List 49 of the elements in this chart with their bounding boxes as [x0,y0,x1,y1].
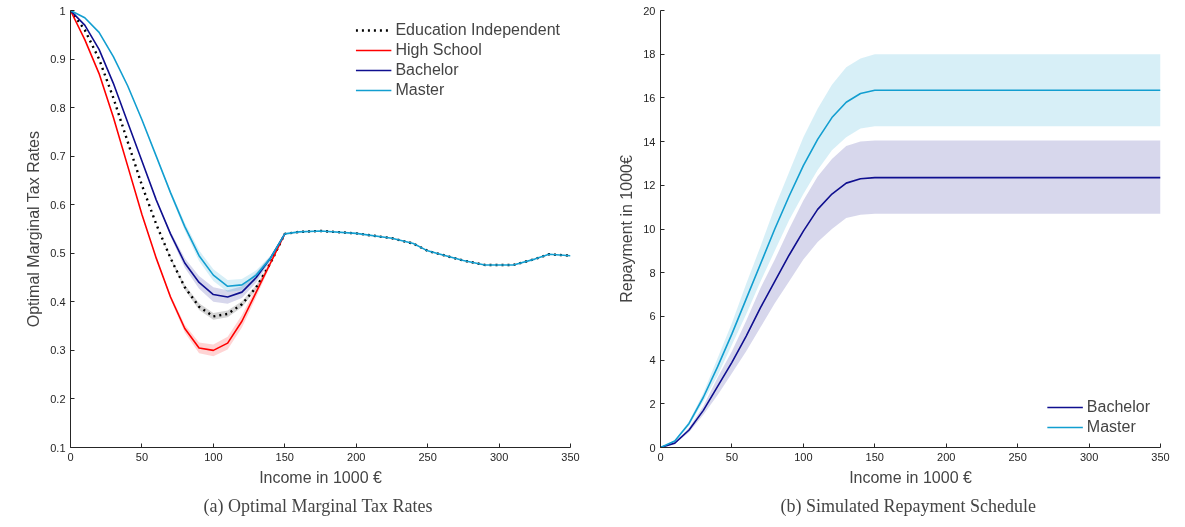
y-tick-label: 4 [649,354,656,367]
legend-label: Master [395,81,445,99]
y-tick-label: 0.8 [50,101,66,114]
x-tick-label: 0 [67,450,74,463]
x-tick-label: 100 [794,450,813,463]
y-tick-label: 2 [649,397,656,410]
x-tick-label: 200 [937,450,956,463]
y-tick-label: 0.9 [50,53,66,66]
y-tick-label: 16 [643,91,656,104]
x-axis-title: Income in 1000 € [849,468,972,486]
x-tick-label: 150 [275,450,294,463]
y-tick-label: 0.5 [50,247,66,260]
x-tick-label: 250 [1008,450,1027,463]
y-tick-label: 14 [643,135,656,148]
legend-label: Bachelor [1086,398,1150,416]
x-tick-label: 350 [1151,450,1170,463]
x-tick-label: 0 [657,450,664,463]
y-tick-label: 0.3 [50,344,66,357]
y-tick-label: 0.4 [50,295,66,308]
legend-label: High School [395,41,482,59]
x-tick-label: 350 [561,450,580,463]
y-tick-label: 6 [649,310,656,323]
x-tick-label: 150 [865,450,884,463]
x-axis-title: Income in 1000 € [259,468,382,486]
y-axis-title: Repayment in 1000€ [618,155,636,303]
y-tick-label: 12 [643,179,656,192]
x-tick-label: 300 [489,450,509,463]
y-tick-label: 1 [59,4,66,17]
legend-label: Education Independent [395,21,560,39]
legend-label: Master [1086,418,1136,436]
text: (b) Simulated Repayment Schedule [780,495,1036,517]
y-tick-label: 20 [643,4,656,17]
x-tick-label: 50 [725,450,739,463]
y-tick-label: 0 [649,441,656,454]
y-tick-label: 0.2 [50,392,66,405]
legend-label: Bachelor [395,61,459,79]
y-tick-label: 18 [643,48,656,61]
x-tick-label: 250 [418,450,437,463]
x-tick-label: 50 [135,450,149,463]
y-tick-label: 0.7 [50,150,66,163]
x-tick-label: 200 [347,450,366,463]
y-axis-title: Optimal Marginal Tax Rates [25,131,43,328]
y-tick-label: 0.6 [50,198,66,211]
text: (a) Optimal Marginal Tax Rates [203,495,433,517]
y-tick-label: 0.1 [50,441,66,454]
x-tick-label: 100 [204,450,223,463]
y-tick-label: 10 [643,223,656,235]
y-tick-label: 8 [649,266,656,279]
x-tick-label: 300 [1079,450,1099,463]
